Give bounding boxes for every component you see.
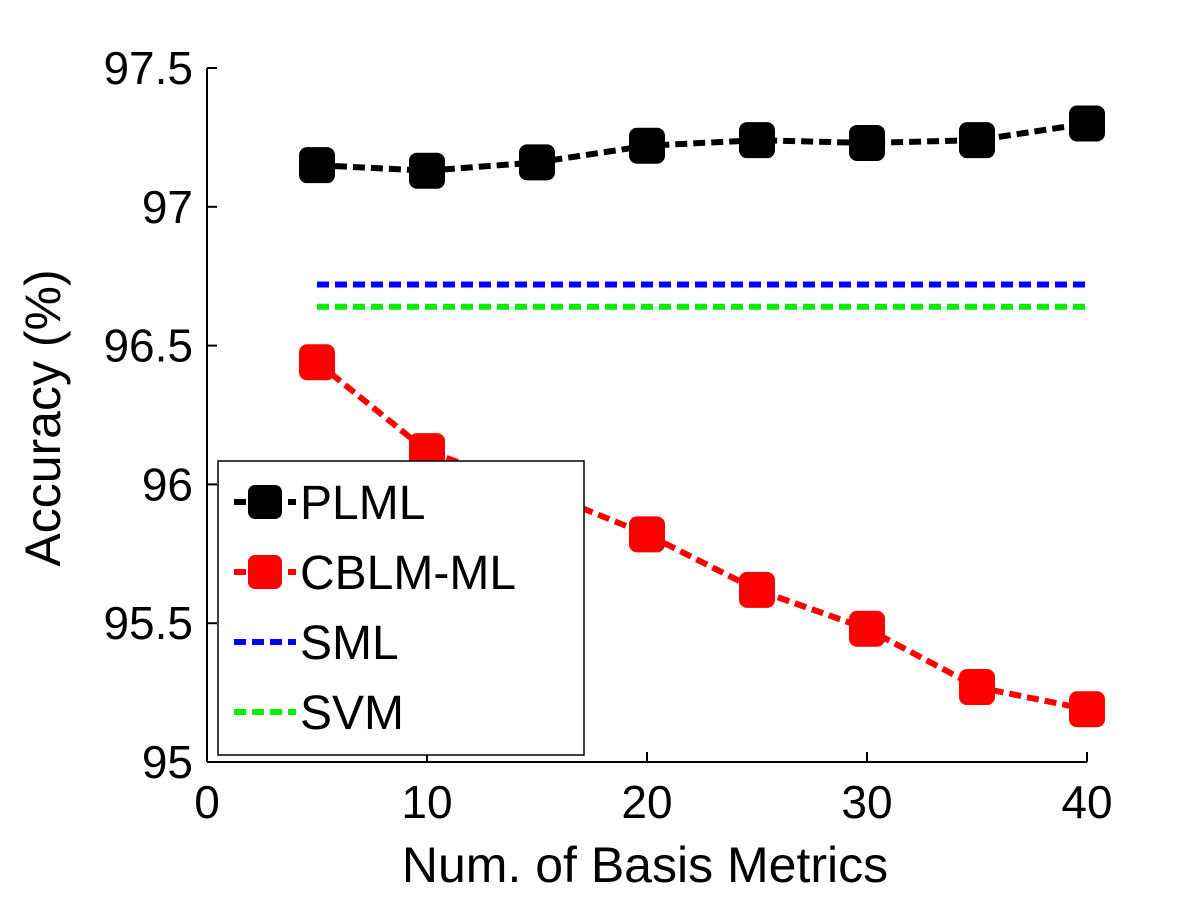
data-point-plml: [1069, 105, 1105, 142]
x-tick-label: 10: [401, 776, 452, 828]
legend-marker: [248, 485, 282, 519]
data-point-cblm-ml: [959, 669, 995, 706]
y-tick-label: 95.5: [103, 597, 193, 649]
data-point-plml: [299, 147, 335, 184]
x-tick-label: 40: [1061, 776, 1112, 828]
legend-label: CBLM-ML: [300, 547, 516, 600]
legend-item-sml: SML: [234, 617, 399, 670]
y-tick-label: 96: [142, 458, 193, 510]
legend-marker: [248, 555, 282, 589]
data-point-plml: [959, 122, 995, 159]
series-line-cblm-ml: [315, 359, 1088, 713]
data-point-plml: [409, 152, 445, 189]
series-layer: [299, 105, 1105, 728]
legend-label: SML: [300, 617, 399, 670]
legend-label: PLML: [300, 477, 425, 530]
series-plml: [299, 105, 1105, 189]
legend-item-cblm-ml: CBLM-ML: [234, 547, 516, 600]
data-point-plml: [629, 127, 665, 164]
axes: 95 95.5 96 96.5 97 97.5 0 10 20 30 40: [103, 42, 1112, 828]
x-tick-label: 20: [621, 776, 672, 828]
legend-item-svm: SVM: [234, 687, 404, 740]
x-tick-label: 0: [194, 776, 220, 828]
data-point-cblm-ml: [849, 610, 885, 647]
data-point-plml: [519, 144, 555, 181]
legend-label: SVM: [300, 687, 404, 740]
data-point-cblm-ml: [739, 571, 775, 608]
data-point-cblm-ml: [629, 516, 665, 553]
data-point-cblm-ml: [299, 344, 335, 381]
y-tick-label: 97.5: [103, 42, 193, 94]
data-point-cblm-ml: [1069, 691, 1105, 728]
y-tick-label: 97: [142, 181, 193, 233]
y-tick-label: 95: [142, 736, 193, 788]
x-tick-label: 30: [841, 776, 892, 828]
x-axis-label: Num. of Basis Metrics: [402, 837, 888, 893]
y-axis-label: Accuracy (%): [15, 269, 71, 566]
series-line-plml: [316, 120, 1088, 174]
data-point-plml: [739, 122, 775, 159]
legend: PLML CBLM-ML SML SVM: [217, 460, 585, 756]
legend-item-plml: PLML: [234, 477, 425, 530]
data-point-plml: [849, 124, 885, 161]
y-tick-label: 96.5: [103, 320, 193, 372]
